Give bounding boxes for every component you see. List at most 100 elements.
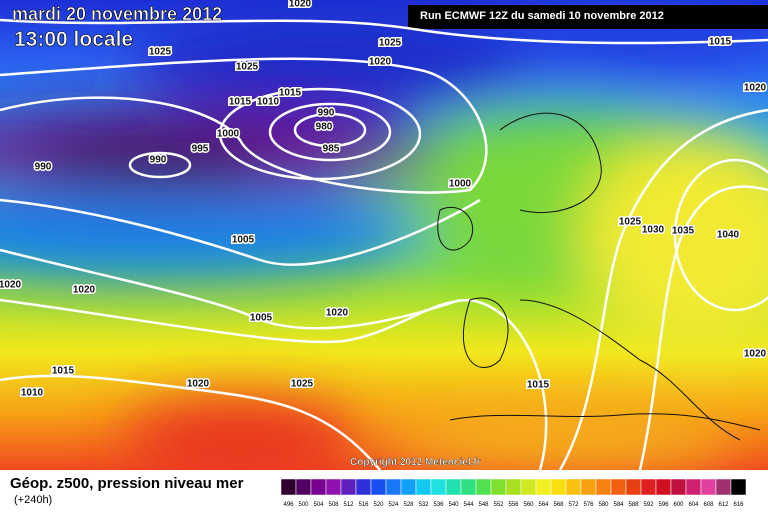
isobar-label: 1025	[619, 217, 642, 228]
scale-label: 520	[373, 502, 384, 508]
scale-swatch	[565, 478, 582, 496]
isobar-label: 1000	[217, 129, 240, 140]
scale-swatch	[550, 478, 567, 496]
isobar-label: 990	[318, 108, 335, 119]
scale-label: 540	[448, 502, 459, 508]
scale-label: 504	[313, 502, 324, 508]
scale-label: 588	[628, 502, 639, 508]
isobar-label: 1040	[717, 230, 740, 241]
isobar-label: 990	[150, 155, 167, 166]
scale-label: 580	[598, 502, 609, 508]
scale-label: 560	[523, 502, 534, 508]
scale-swatch	[475, 478, 492, 496]
isobar-label: 1015	[527, 380, 550, 391]
isobar-label: 1020	[744, 349, 767, 360]
isobar-label: 990	[35, 162, 52, 173]
scale-label: 576	[583, 502, 594, 508]
scale-swatch	[595, 478, 612, 496]
scale-swatch	[490, 478, 507, 496]
scale-label: 600	[673, 502, 684, 508]
isobar-label: 1020	[289, 0, 312, 10]
scale-label: 568	[553, 502, 564, 508]
scale-label: 500	[298, 502, 309, 508]
isobar-label: 1020	[744, 83, 767, 94]
isobar-label: 1010	[21, 388, 44, 399]
scale-swatch	[610, 478, 627, 496]
scale-swatch	[670, 478, 687, 496]
scale-label: 612	[718, 502, 729, 508]
color-scale: 496 500 504 508 512 516 520 524 528 532 536 540 544 5…	[280, 478, 747, 508]
scale-label: 508	[328, 502, 339, 508]
scale-label: 604	[688, 502, 699, 508]
scale-swatch	[370, 478, 387, 496]
scale-swatch	[430, 478, 447, 496]
scale-label: 556	[508, 502, 519, 508]
isobar-label: 1020	[326, 308, 349, 319]
footer-lead: (+240h)	[14, 494, 52, 506]
isobar-label: 1020	[0, 280, 22, 291]
scale-label: 544	[463, 502, 474, 508]
isobar-label: 1025	[291, 379, 314, 390]
scale-swatch	[400, 478, 417, 496]
copyright: Copyright 2012 Meteociel.fr	[350, 457, 481, 468]
header-time: 13:00 locale	[14, 28, 133, 51]
isobar-label: 1025	[149, 47, 172, 58]
coastlines	[437, 112, 761, 441]
scale-swatch	[340, 478, 357, 496]
scale-label: 496	[283, 502, 294, 508]
isobar-label: 1010	[257, 97, 280, 108]
scale-label: 552	[493, 502, 504, 508]
scale-label: 608	[703, 502, 714, 508]
scale-swatch	[310, 478, 327, 496]
scale-swatch	[385, 478, 402, 496]
scale-swatch	[580, 478, 597, 496]
scale-swatch	[685, 478, 702, 496]
scale-swatch	[535, 478, 552, 496]
scale-swatch	[625, 478, 642, 496]
run-label: Run ECMWF 12Z du samedi 10 novembre 2012	[420, 10, 664, 22]
isobar-label: 995	[192, 144, 209, 155]
scale-swatch	[715, 478, 732, 496]
scale-label: 516	[358, 502, 369, 508]
isobar-label: 1020	[73, 285, 96, 296]
isobar-label: 1015	[229, 97, 252, 108]
map-background	[0, 0, 768, 480]
isobar-label: 980	[316, 122, 333, 133]
scale-swatch	[460, 478, 477, 496]
isobar-label: 1035	[672, 226, 695, 237]
scale-label: 548	[478, 502, 489, 508]
isobar-label: 1005	[232, 235, 255, 246]
scale-swatch	[730, 478, 747, 496]
scale-swatch	[280, 478, 297, 496]
scale-label: 536	[433, 502, 444, 508]
scale-label: 592	[643, 502, 654, 508]
isobar-label: 1015	[279, 88, 302, 99]
footer-title: Géop. z500, pression niveau mer	[10, 475, 244, 492]
isobar-label: 1015	[52, 366, 75, 377]
isobar-label: 1025	[236, 62, 259, 73]
scale-label: 524	[388, 502, 399, 508]
scale-swatch	[415, 478, 432, 496]
isobar-label: 985	[323, 144, 340, 155]
isobars	[0, 18, 768, 471]
scale-label: 584	[613, 502, 624, 508]
scale-label: 564	[538, 502, 549, 508]
scale-label: 532	[418, 502, 429, 508]
scale-swatch	[445, 478, 462, 496]
scale-swatch	[655, 478, 672, 496]
scale-swatch	[640, 478, 657, 496]
scale-label: 572	[568, 502, 579, 508]
scale-label: 616	[733, 502, 744, 508]
isobar-label: 1015	[709, 37, 732, 48]
isobar-label: 1000	[449, 179, 472, 190]
isobar-label: 1005	[250, 313, 273, 324]
isobar-label: 1020	[187, 379, 210, 390]
scale-swatch	[700, 478, 717, 496]
scale-label: 596	[658, 502, 669, 508]
scale-swatch	[355, 478, 372, 496]
isobar-label: 1020	[369, 57, 392, 68]
scale-swatch	[520, 478, 537, 496]
